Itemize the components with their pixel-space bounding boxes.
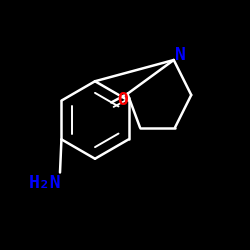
- Text: O: O: [117, 91, 128, 109]
- Text: H₂N: H₂N: [29, 174, 61, 192]
- Text: N: N: [174, 46, 186, 64]
